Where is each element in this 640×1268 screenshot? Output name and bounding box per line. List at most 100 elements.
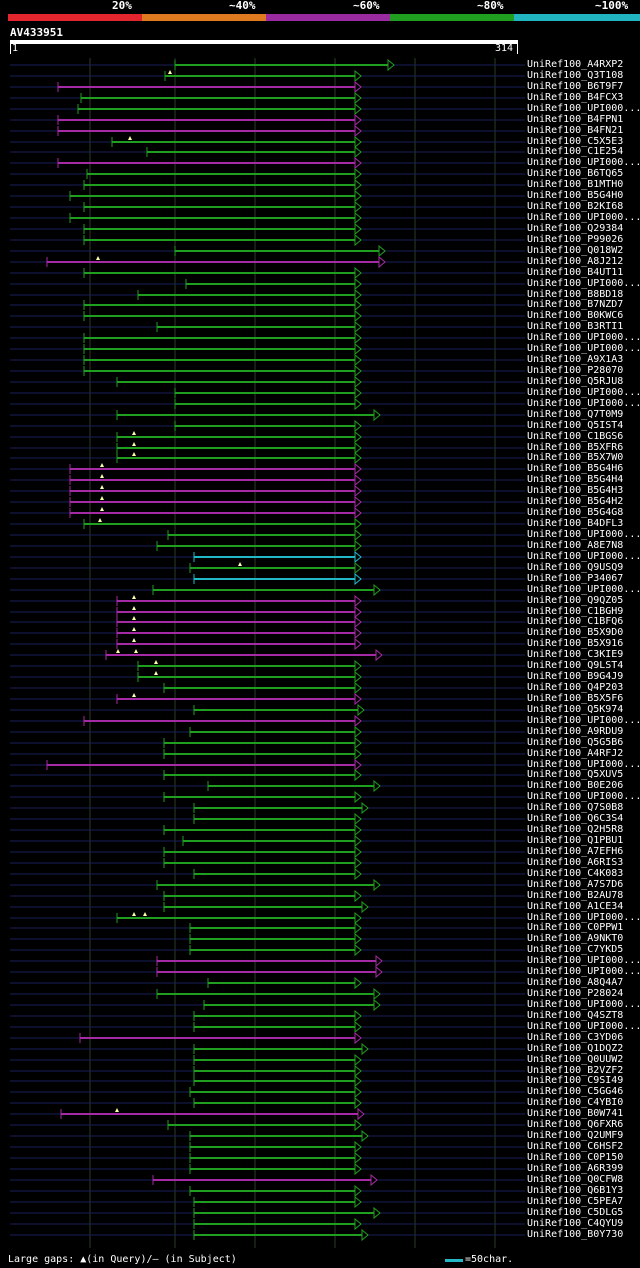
hit-label[interactable]: UniRef100_C5PEA7 bbox=[527, 1196, 624, 1207]
hit-label[interactable]: UniRef100_B4FPN1 bbox=[527, 114, 624, 125]
hit-label[interactable]: UniRef100_C0PPW1 bbox=[527, 922, 624, 933]
hit-label[interactable]: UniRef100_UPI000... bbox=[527, 715, 640, 726]
hit-label[interactable]: UniRef100_B2KI68 bbox=[527, 201, 624, 212]
hit-label[interactable]: UniRef100_Q9LST4 bbox=[527, 660, 624, 671]
hit-label[interactable]: UniRef100_B5XFR6 bbox=[527, 442, 624, 453]
hit-label[interactable]: UniRef100_C5GG46 bbox=[527, 1086, 624, 1097]
hit-label[interactable]: UniRef100_UPI000... bbox=[527, 551, 640, 562]
hit-label[interactable]: UniRef100_UPI000... bbox=[527, 103, 640, 114]
hit-label[interactable]: UniRef100_C3KIE9 bbox=[527, 649, 624, 660]
hit-label[interactable]: UniRef100_B4FCX3 bbox=[527, 92, 624, 103]
hit-label[interactable]: UniRef100_UPI000... bbox=[527, 791, 640, 802]
hit-label[interactable]: UniRef100_Q4P203 bbox=[527, 682, 624, 693]
hit-label[interactable]: UniRef100_UPI000... bbox=[527, 966, 640, 977]
hit-label[interactable]: UniRef100_B0W741 bbox=[527, 1108, 624, 1119]
hit-label[interactable]: UniRef100_B5G4H0 bbox=[527, 190, 624, 201]
hit-label[interactable]: UniRef100_B5G4H3 bbox=[527, 485, 624, 496]
hit-label[interactable]: UniRef100_Q9USQ9 bbox=[527, 562, 624, 573]
hit-label[interactable]: UniRef100_B5G4H2 bbox=[527, 496, 624, 507]
hit-label[interactable]: UniRef100_Q5G5B6 bbox=[527, 737, 624, 748]
hit-label[interactable]: UniRef100_B5X5F6 bbox=[527, 693, 624, 704]
hit-label[interactable]: UniRef100_C0P150 bbox=[527, 1152, 624, 1163]
hit-label[interactable]: UniRef100_C5X5E3 bbox=[527, 136, 624, 147]
hit-label[interactable]: UniRef100_A8J212 bbox=[527, 256, 624, 267]
hit-label[interactable]: UniRef100_B5G4G8 bbox=[527, 507, 624, 518]
hit-label[interactable]: UniRef100_B5X916 bbox=[527, 638, 624, 649]
hit-label[interactable]: UniRef100_B0E206 bbox=[527, 780, 624, 791]
hit-label[interactable]: UniRef100_A4RFJ2 bbox=[527, 748, 624, 759]
hit-label[interactable]: UniRef100_C6HSF2 bbox=[527, 1141, 624, 1152]
hit-label[interactable]: UniRef100_B7NZD7 bbox=[527, 299, 624, 310]
hit-label[interactable]: UniRef100_B5X9D0 bbox=[527, 627, 624, 638]
hit-label[interactable]: UniRef100_Q018W2 bbox=[527, 245, 624, 256]
hit-label[interactable]: UniRef100_C1E254 bbox=[527, 146, 624, 157]
hit-label[interactable]: UniRef100_B5X7W0 bbox=[527, 452, 624, 463]
hit-label[interactable]: UniRef100_UPI000... bbox=[527, 759, 640, 770]
hit-label[interactable]: UniRef100_B3RTI1 bbox=[527, 321, 624, 332]
hit-label[interactable]: UniRef100_A8E7N8 bbox=[527, 540, 624, 551]
hit-label[interactable]: UniRef100_C4YBI0 bbox=[527, 1097, 624, 1108]
hit-label[interactable]: UniRef100_P34067 bbox=[527, 573, 624, 584]
hit-label[interactable]: UniRef100_B0KWC6 bbox=[527, 310, 624, 321]
hit-label[interactable]: UniRef100_Q2H5R8 bbox=[527, 824, 624, 835]
hit-label[interactable]: UniRef100_B4UT11 bbox=[527, 267, 624, 278]
hit-label[interactable]: UniRef100_B0Y730 bbox=[527, 1229, 624, 1240]
hit-label[interactable]: UniRef100_Q0UUW2 bbox=[527, 1054, 624, 1065]
hit-label[interactable]: UniRef100_Q2UMF9 bbox=[527, 1130, 624, 1141]
hit-label[interactable]: UniRef100_B5G4H6 bbox=[527, 463, 624, 474]
hit-label[interactable]: UniRef100_Q1DQZ2 bbox=[527, 1043, 624, 1054]
hit-label[interactable]: UniRef100_B2AU78 bbox=[527, 890, 624, 901]
hit-label[interactable]: UniRef100_A4RXP2 bbox=[527, 59, 624, 70]
hit-label[interactable]: UniRef100_P99026 bbox=[527, 234, 624, 245]
hit-label[interactable]: UniRef100_C4K083 bbox=[527, 868, 624, 879]
hit-label[interactable]: UniRef100_B1MTH0 bbox=[527, 179, 624, 190]
hit-label[interactable]: UniRef100_Q29384 bbox=[527, 223, 624, 234]
hit-label[interactable]: UniRef100_A9X1A3 bbox=[527, 354, 624, 365]
hit-label[interactable]: UniRef100_C5DLG5 bbox=[527, 1207, 624, 1218]
hit-label[interactable]: UniRef100_C9SI49 bbox=[527, 1075, 624, 1086]
hit-label[interactable]: UniRef100_C1BGH9 bbox=[527, 606, 624, 617]
hit-label[interactable]: UniRef100_B4FN21 bbox=[527, 125, 624, 136]
hit-label[interactable]: UniRef100_UPI000... bbox=[527, 343, 640, 354]
hit-label[interactable]: UniRef100_Q6C3S4 bbox=[527, 813, 624, 824]
hit-label[interactable]: UniRef100_Q7S0B8 bbox=[527, 802, 624, 813]
hit-label[interactable]: UniRef100_UPI000... bbox=[527, 1021, 640, 1032]
hit-label[interactable]: UniRef100_UPI000... bbox=[527, 212, 640, 223]
hit-label[interactable]: UniRef100_Q5K974 bbox=[527, 704, 624, 715]
hit-label[interactable]: UniRef100_B4DFL3 bbox=[527, 518, 624, 529]
hit-label[interactable]: UniRef100_Q0CFW8 bbox=[527, 1174, 624, 1185]
hit-label[interactable]: UniRef100_Q6B1Y3 bbox=[527, 1185, 624, 1196]
hit-label[interactable]: UniRef100_B9G4J9 bbox=[527, 671, 624, 682]
hit-label[interactable]: UniRef100_UPI000... bbox=[527, 912, 640, 923]
hit-label[interactable]: UniRef100_P28070 bbox=[527, 365, 624, 376]
hit-label[interactable]: UniRef100_B6TQ65 bbox=[527, 168, 624, 179]
hit-label[interactable]: UniRef100_P28024 bbox=[527, 988, 624, 999]
hit-label[interactable]: UniRef100_A7EFH6 bbox=[527, 846, 624, 857]
hit-label[interactable]: UniRef100_C1BGS6 bbox=[527, 431, 624, 442]
hit-label[interactable]: UniRef100_B8BD18 bbox=[527, 289, 624, 300]
hit-label[interactable]: UniRef100_Q5IST4 bbox=[527, 420, 624, 431]
hit-label[interactable]: UniRef100_A9RDU9 bbox=[527, 726, 624, 737]
hit-label[interactable]: UniRef100_Q6FXR6 bbox=[527, 1119, 624, 1130]
hit-label[interactable]: UniRef100_A8Q4A7 bbox=[527, 977, 624, 988]
hit-label[interactable]: UniRef100_UPI000... bbox=[527, 387, 640, 398]
hit-label[interactable]: UniRef100_Q4SZT8 bbox=[527, 1010, 624, 1021]
hit-label[interactable]: UniRef100_A6R399 bbox=[527, 1163, 624, 1174]
hit-label[interactable]: UniRef100_B2VZF2 bbox=[527, 1065, 624, 1076]
hit-label[interactable]: UniRef100_UPI000... bbox=[527, 278, 640, 289]
hit-label[interactable]: UniRef100_UPI000... bbox=[527, 157, 640, 168]
hit-label[interactable]: UniRef100_UPI000... bbox=[527, 398, 640, 409]
hit-label[interactable]: UniRef100_UPI000... bbox=[527, 584, 640, 595]
hit-label[interactable]: UniRef100_Q9QZ05 bbox=[527, 595, 624, 606]
hit-label[interactable]: UniRef100_C1BFQ6 bbox=[527, 616, 624, 627]
hit-label[interactable]: UniRef100_UPI000... bbox=[527, 999, 640, 1010]
hit-label[interactable]: UniRef100_Q3T108 bbox=[527, 70, 624, 81]
hit-label[interactable]: UniRef100_A7S7D6 bbox=[527, 879, 624, 890]
hit-label[interactable]: UniRef100_C4QYU9 bbox=[527, 1218, 624, 1229]
hit-label[interactable]: UniRef100_Q1PBU1 bbox=[527, 835, 624, 846]
hit-label[interactable]: UniRef100_Q5RJU8 bbox=[527, 376, 624, 387]
hit-label[interactable]: UniRef100_Q7T0M9 bbox=[527, 409, 624, 420]
hit-label[interactable]: UniRef100_Q5XUV5 bbox=[527, 769, 624, 780]
hit-label[interactable]: UniRef100_UPI000... bbox=[527, 529, 640, 540]
hit-label[interactable]: UniRef100_C7YKD5 bbox=[527, 944, 624, 955]
